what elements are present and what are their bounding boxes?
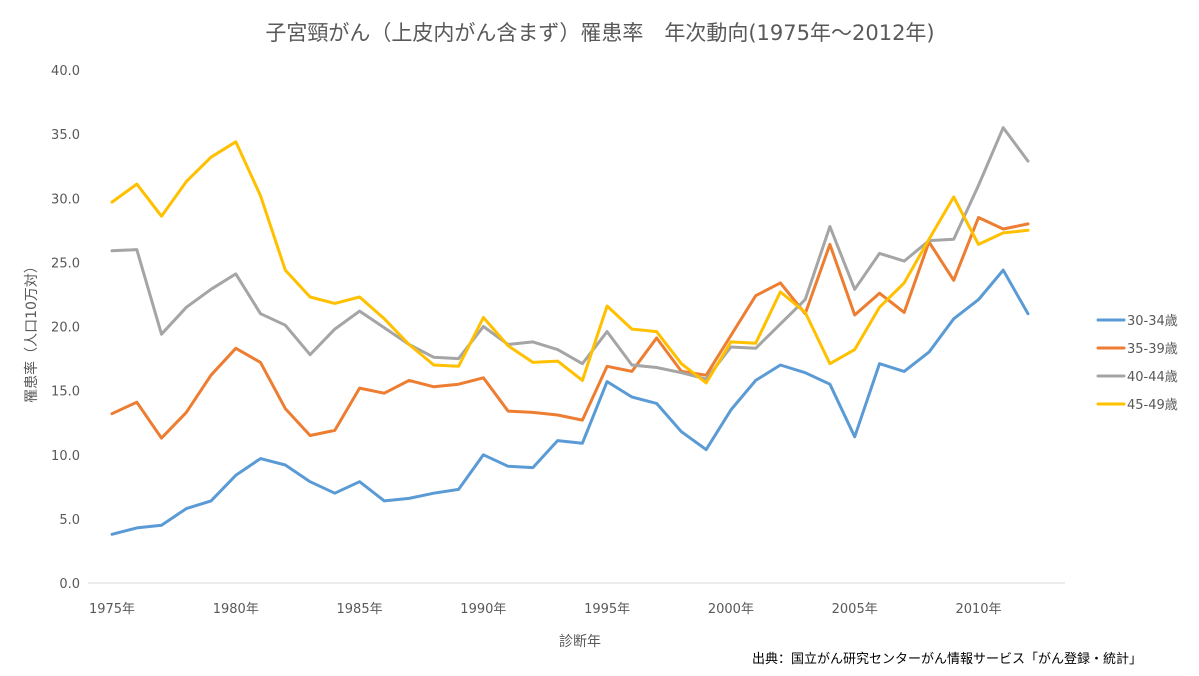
x-tick-label: 1980年 <box>213 602 259 617</box>
series-line-30-34歳 <box>110 268 1030 536</box>
source-note: 出典：国立がん研究センターがん情報サービス「がん登録・統計」 <box>752 651 1142 667</box>
y-tick-label: 5.0 <box>59 513 80 528</box>
y-tick-label: 15.0 <box>51 385 80 400</box>
x-tick-label: 1975年 <box>89 602 135 617</box>
legend-label: 40-44歳 <box>1127 370 1178 385</box>
x-tick-label: 2000年 <box>708 602 754 617</box>
x-tick-label: 2005年 <box>832 602 878 617</box>
chart-title: 子宮頸がん（上皮内がん含まず）罹患率 年次動向(1975年～2012年) <box>265 21 934 45</box>
series-line-40-44歳 <box>110 126 1030 381</box>
y-tick-label: 0.0 <box>59 577 80 592</box>
y-axis-label: 罹患率（人口10万対） <box>23 259 40 403</box>
legend: 30-34歳 35-39歳 40-44歳 45-49歳 <box>1096 314 1178 413</box>
x-tick-label: 2010年 <box>955 602 1001 617</box>
series-line-35-39歳 <box>110 216 1030 440</box>
y-tick-label: 30.0 <box>51 192 80 207</box>
y-tick-label: 25.0 <box>51 256 80 271</box>
y-tick-label: 20.0 <box>51 321 80 336</box>
x-axis-label: 診断年 <box>559 634 601 650</box>
y-tick-label: 35.0 <box>51 128 80 143</box>
x-tick-label: 1995年 <box>584 602 630 617</box>
series-line-45-49歳 <box>110 140 1030 385</box>
series-lines <box>110 126 1030 536</box>
x-axis-ticks: 1975年 1980年 1985年 1990年 1995年 2000年 2005年 2010年 <box>89 602 1002 617</box>
x-tick-label: 1990年 <box>460 602 506 617</box>
y-tick-label: 10.0 <box>51 449 80 464</box>
legend-label: 35-39歳 <box>1127 342 1178 357</box>
legend-label: 45-49歳 <box>1127 398 1178 413</box>
legend-label: 30-34歳 <box>1127 314 1178 329</box>
x-tick-label: 1985年 <box>337 602 383 617</box>
y-tick-label: 40.0 <box>51 64 80 79</box>
y-axis-ticks: 0.0 5.0 10.0 15.0 20.0 25.0 30.0 35.0 40.0 <box>51 64 80 592</box>
